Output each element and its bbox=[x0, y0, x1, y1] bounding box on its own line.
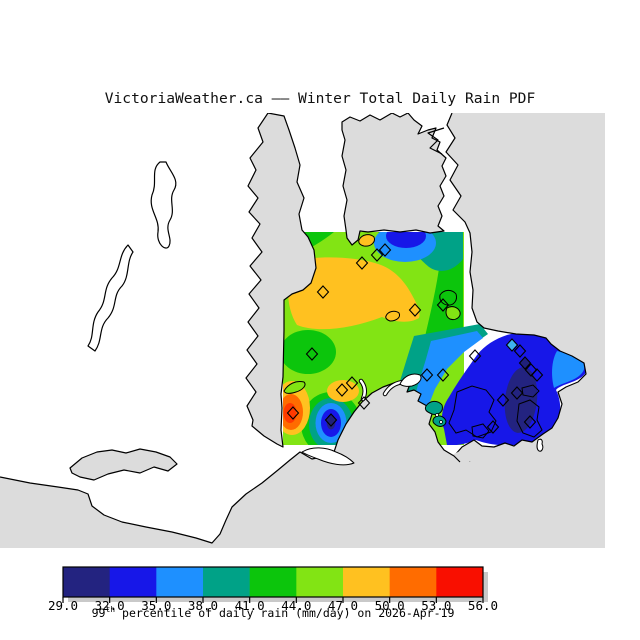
field-islands bbox=[283, 234, 544, 452]
station-marker bbox=[370, 248, 384, 262]
coastline-victoria bbox=[331, 380, 461, 463]
island-top-small bbox=[358, 234, 375, 247]
station-markers bbox=[286, 243, 544, 434]
station-marker bbox=[468, 349, 482, 363]
colorbar-tick-label: 32.0 bbox=[94, 598, 125, 613]
island-west-b bbox=[87, 244, 134, 352]
contour-35-38-bay-tip bbox=[552, 351, 585, 388]
colorbar-segment bbox=[389, 567, 437, 597]
colorbar bbox=[62, 566, 488, 603]
station-marker bbox=[335, 383, 349, 397]
island-sanjuan-2 bbox=[516, 399, 543, 438]
station-marker bbox=[436, 368, 450, 382]
island-sanjuan-1 bbox=[448, 385, 497, 438]
station-marker bbox=[345, 376, 359, 390]
station-marker bbox=[355, 256, 369, 270]
station-marker bbox=[524, 363, 538, 377]
colorbar-tick-label: 29.0 bbox=[47, 598, 79, 613]
colorbar-segment bbox=[109, 567, 157, 597]
station-marker bbox=[530, 368, 544, 382]
colorbar-segments bbox=[63, 567, 484, 597]
station-marker bbox=[486, 420, 500, 434]
colorbar-tick-label: 50.0 bbox=[374, 598, 405, 613]
fjord-inlet-detail bbox=[427, 127, 445, 155]
strait-channel bbox=[301, 447, 355, 466]
island-sidney-1 bbox=[439, 289, 457, 306]
land-victoria bbox=[332, 381, 460, 475]
colorbar-border bbox=[62, 566, 484, 598]
island-albert-head bbox=[283, 381, 306, 394]
colorbar-segment bbox=[296, 567, 344, 597]
station-marker bbox=[510, 386, 524, 400]
station-marker bbox=[357, 396, 371, 410]
colorbar-tick-label: 35.0 bbox=[141, 598, 172, 613]
colorbar-tick-label: 41.0 bbox=[234, 598, 265, 613]
colorbar-tick-label: 47.0 bbox=[327, 598, 359, 613]
contour-53-56-west-core bbox=[283, 403, 297, 423]
island-sidney-2 bbox=[445, 306, 461, 320]
station-marker bbox=[378, 243, 392, 257]
colorbar-segment bbox=[63, 567, 111, 597]
contour-32-35-north-core bbox=[386, 232, 426, 248]
station-marker bbox=[518, 356, 532, 370]
island-small-south bbox=[536, 438, 544, 452]
caption-rest: percentile of daily rain (mm/day) on 202… bbox=[115, 606, 455, 620]
colorbar-ticks bbox=[62, 597, 484, 603]
coastline-saanich-landmass bbox=[341, 113, 447, 246]
island-north-a bbox=[150, 161, 177, 249]
station-marker bbox=[316, 285, 330, 299]
chart-title: VictoriaWeather.ca —— Winter Total Daily… bbox=[104, 90, 536, 107]
station-marker bbox=[505, 338, 519, 352]
island-sanjuan-4 bbox=[521, 384, 540, 398]
coastline-mainland bbox=[445, 113, 587, 463]
colorbar-segment bbox=[342, 567, 391, 597]
station-marker bbox=[408, 303, 422, 317]
coastline-vancouver-island-west bbox=[245, 113, 317, 448]
contour-41-44-midleft bbox=[283, 330, 336, 374]
island-sanjuan-3 bbox=[471, 423, 490, 439]
colorbar-segment bbox=[202, 567, 251, 597]
station-marker bbox=[324, 413, 338, 427]
colorbar-tick-label: 53.0 bbox=[421, 598, 452, 613]
colorbar-caption: 99th percentile of daily rain (mm/day) o… bbox=[0, 606, 546, 620]
land-masses bbox=[0, 113, 605, 548]
island-southwest bbox=[69, 448, 178, 481]
station-marker bbox=[513, 344, 527, 358]
islet-dot-1 bbox=[435, 413, 439, 417]
colorbar-tick-label: 56.0 bbox=[467, 598, 499, 613]
island-discovery-1 bbox=[424, 400, 443, 415]
colorbar-segment bbox=[436, 567, 484, 597]
caption-superscript: th bbox=[105, 605, 116, 615]
colorbar-tick-label: 44.0 bbox=[281, 598, 312, 613]
lagoon-spit bbox=[399, 373, 422, 387]
station-marker bbox=[496, 393, 510, 407]
colorbar-segment bbox=[156, 567, 204, 597]
caption-prefix: 99 bbox=[91, 606, 106, 620]
contour-47-50-small-gold bbox=[327, 380, 359, 402]
station-marker bbox=[436, 298, 450, 312]
land-mainland-northeast bbox=[446, 113, 605, 548]
station-marker bbox=[523, 415, 537, 429]
colorbar-segment bbox=[249, 567, 297, 597]
station-marker bbox=[286, 406, 300, 420]
contour-47-50-central-gold bbox=[287, 257, 420, 330]
coastline-south-peninsula bbox=[0, 451, 339, 544]
island-james bbox=[385, 310, 400, 322]
islet-dot-2 bbox=[439, 420, 443, 424]
colorbar-tick-label: 38.0 bbox=[187, 598, 219, 613]
station-marker bbox=[305, 347, 319, 361]
station-marker bbox=[420, 368, 434, 382]
